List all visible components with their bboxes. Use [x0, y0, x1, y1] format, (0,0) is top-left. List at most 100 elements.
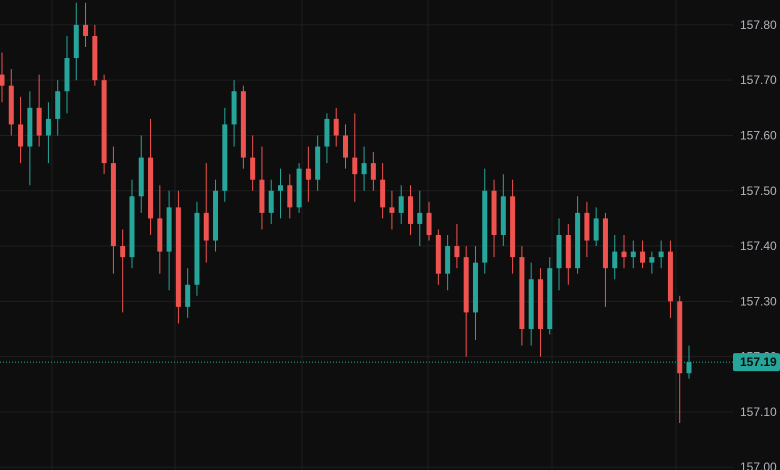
- candle: [677, 295, 683, 423]
- candle: [445, 235, 451, 291]
- candle-body: [602, 218, 608, 269]
- price-tick-label: 157.80: [740, 18, 777, 32]
- candle-body: [435, 235, 441, 274]
- candle-body: [27, 107, 33, 147]
- candle-body: [445, 246, 451, 274]
- candle: [110, 146, 116, 274]
- candle-body: [630, 251, 636, 258]
- candle-body: [36, 107, 42, 136]
- candle-body: [612, 251, 618, 269]
- candle-body: [343, 135, 348, 158]
- candle: [426, 201, 432, 241]
- candle-body: [389, 207, 395, 213]
- candle: [361, 146, 367, 191]
- price-tick-label: 157.30: [740, 294, 777, 308]
- candle: [602, 212, 608, 307]
- candle-body: [658, 251, 664, 258]
- candle-body: [185, 284, 191, 307]
- candle: [157, 185, 163, 274]
- candle: [194, 201, 200, 296]
- candle-body: [18, 124, 24, 147]
- candle: [435, 229, 441, 285]
- candlestick-series: [0, 2, 692, 423]
- candle-body: [426, 212, 432, 235]
- candle-body: [407, 196, 413, 224]
- candle-body: [287, 185, 293, 208]
- price-tick-label: 157.70: [740, 73, 777, 87]
- candle-body: [324, 118, 330, 147]
- candle-body: [45, 118, 51, 136]
- price-tick-label: 157.40: [740, 239, 777, 253]
- candle-body: [101, 80, 107, 164]
- candle-body: [649, 257, 655, 263]
- candle: [528, 262, 534, 346]
- candle: [36, 74, 42, 147]
- candle: [593, 207, 599, 247]
- candle-body: [667, 251, 673, 302]
- candle: [148, 118, 154, 235]
- candle-body: [519, 257, 525, 329]
- candle: [537, 268, 543, 357]
- candle-body: [361, 163, 367, 175]
- candle-body: [213, 190, 219, 241]
- candle-body: [175, 207, 181, 307]
- candle-body: [482, 190, 488, 263]
- candle-body: [148, 157, 154, 219]
- candle-body: [194, 212, 200, 285]
- candle: [213, 179, 219, 252]
- candle-body: [222, 124, 228, 191]
- candle: [519, 246, 525, 346]
- candle: [407, 185, 413, 235]
- candle-body: [296, 168, 302, 208]
- candle-body: [8, 85, 14, 125]
- candle: [472, 246, 478, 341]
- candle: [8, 69, 14, 136]
- candle-body: [138, 157, 144, 197]
- candle: [324, 113, 330, 164]
- price-tick-label: 157.10: [740, 405, 777, 419]
- candle-body: [73, 24, 79, 59]
- candle-body: [55, 91, 61, 119]
- candle: [185, 268, 191, 318]
- candle-body: [92, 35, 98, 81]
- candle-body: [240, 91, 246, 158]
- candle-body: [677, 301, 683, 374]
- candle-body: [510, 196, 516, 258]
- candle-body: [250, 157, 256, 180]
- candle: [667, 240, 673, 318]
- candle-body: [463, 257, 469, 313]
- candle: [621, 235, 627, 269]
- candle-body: [584, 212, 590, 241]
- candle-body: [565, 235, 571, 269]
- candle: [203, 163, 209, 263]
- candle-body: [120, 246, 126, 258]
- candle: [305, 146, 311, 202]
- price-tick-label: 157.50: [740, 184, 777, 198]
- candle: [380, 163, 386, 219]
- candle-body: [305, 168, 311, 180]
- candle: [55, 80, 61, 136]
- candle: [287, 174, 293, 219]
- candle: [166, 190, 172, 291]
- candle: [315, 135, 321, 191]
- candle: [398, 185, 404, 224]
- candle-body: [537, 279, 543, 329]
- candle-body: [640, 251, 646, 263]
- candle-body: [621, 251, 627, 258]
- last-price-label: 157.19: [740, 355, 777, 369]
- candle: [640, 240, 646, 269]
- candle: [278, 168, 284, 219]
- candle: [575, 196, 581, 274]
- candle: [27, 91, 33, 186]
- candle-body: [64, 58, 70, 92]
- candle-body: [575, 212, 581, 269]
- candle-body: [352, 157, 358, 175]
- candle-body: [380, 179, 386, 208]
- candle: [240, 85, 246, 169]
- candle: [45, 102, 51, 164]
- candle: [510, 179, 516, 274]
- candle: [250, 135, 256, 191]
- candle: [73, 2, 79, 81]
- candle: [463, 246, 469, 357]
